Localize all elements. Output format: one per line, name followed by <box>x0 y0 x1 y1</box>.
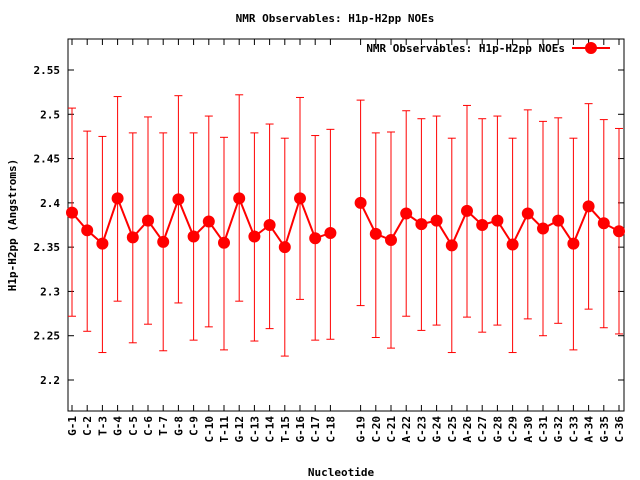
x-tick-label: C-17 <box>309 416 322 443</box>
y-tick-label: 2.55 <box>34 64 61 77</box>
data-point <box>294 192 306 205</box>
y-axis: 2.2 2.25 2.3 2.35 2.4 2.45 2.5 2.55 <box>34 64 624 387</box>
y-tick-label: 2.25 <box>34 330 61 343</box>
x-tick-label: C-14 <box>264 416 277 443</box>
x-tick-label: T-15 <box>279 416 292 443</box>
data-point <box>309 232 322 245</box>
x-tick-label: T-3 <box>96 416 109 436</box>
x-tick-label: C-33 <box>567 416 580 443</box>
x-tick-label: C-10 <box>203 416 216 443</box>
x-tick-label: C-9 <box>188 416 201 436</box>
data-point <box>157 235 170 248</box>
x-tick-label: G-32 <box>552 416 565 443</box>
data-point <box>248 230 261 243</box>
chart-title: NMR Observables: H1p-H2pp NOEs <box>236 12 435 25</box>
data-point <box>400 207 413 220</box>
data-point <box>172 193 185 206</box>
y-tick-label: 2.35 <box>34 241 61 254</box>
x-tick-label: C-25 <box>446 416 459 443</box>
data-point <box>324 226 337 239</box>
data-point <box>202 215 215 228</box>
x-tick-label: C-13 <box>248 416 261 443</box>
data-point <box>506 238 519 251</box>
data-point <box>613 225 625 238</box>
x-tick-label: A-30 <box>522 416 535 443</box>
data-point <box>278 241 291 254</box>
data-point <box>126 231 139 244</box>
data-point <box>369 227 382 240</box>
series-line-segment-1 <box>71 195 331 250</box>
y-tick-label: 2.4 <box>40 197 60 210</box>
series-line-segment-2 <box>359 202 620 248</box>
data-point <box>430 214 443 227</box>
data-point <box>142 214 154 227</box>
y-tick-label: 2.45 <box>34 153 61 166</box>
x-axis-label: Nucleotide <box>308 466 375 479</box>
data-point <box>218 236 230 249</box>
x-tick-label: G-28 <box>491 416 504 443</box>
x-tick-label: G-19 <box>355 416 368 443</box>
y-tick-label: 2.2 <box>40 374 60 387</box>
data-point <box>597 217 610 230</box>
x-tick-label: C-5 <box>127 416 140 436</box>
y-axis-label: H1p-H2pp (Angstroms) <box>6 159 19 291</box>
x-axis: G-1 C-2 T-3 G-4 C-5 C-6 T-7 G-8 C-9 C-10 T-11 G-12 C… <box>66 39 626 443</box>
data-point <box>445 239 458 252</box>
y-tick-label: 2.3 <box>40 285 60 298</box>
data-point <box>567 237 580 250</box>
data-point <box>187 230 200 243</box>
data-point <box>66 206 78 219</box>
x-tick-label: C-29 <box>507 416 520 443</box>
x-tick-label: C-23 <box>415 416 428 443</box>
data-point <box>111 192 124 205</box>
data-point <box>96 237 109 250</box>
x-tick-label: C-18 <box>324 416 337 443</box>
y-tick-label: 2.5 <box>40 108 60 121</box>
data-point <box>521 207 534 220</box>
plot-border <box>67 38 625 412</box>
data-point <box>354 196 367 209</box>
x-tick-label: A-34 <box>583 416 596 443</box>
data-point <box>81 224 94 237</box>
data-point <box>552 214 565 227</box>
x-tick-label: G-1 <box>66 416 79 436</box>
x-tick-label: C-2 <box>81 416 94 436</box>
x-tick-label: T-11 <box>218 416 231 443</box>
x-tick-label: C-31 <box>537 416 550 443</box>
x-tick-label: G-24 <box>431 416 444 443</box>
legend-label: NMR Observables: H1p-H2pp NOEs <box>366 42 565 55</box>
data-point <box>233 192 246 205</box>
legend: NMR Observables: H1p-H2pp NOEs <box>366 42 610 55</box>
x-tick-label: G-12 <box>233 416 246 443</box>
plot-frame <box>67 38 625 412</box>
x-tick-label: G-4 <box>112 416 125 436</box>
data-point <box>537 222 549 235</box>
x-tick-label: A-26 <box>461 416 474 443</box>
x-tick-label: G-8 <box>172 416 185 436</box>
data-point <box>476 219 489 231</box>
x-tick-label: C-27 <box>476 416 489 443</box>
x-tick-label: G-35 <box>598 416 611 443</box>
data-point <box>491 214 504 227</box>
data-point <box>461 204 473 217</box>
x-tick-label: C-21 <box>385 416 398 443</box>
data-point <box>415 218 428 231</box>
x-tick-label: C-20 <box>370 416 383 443</box>
legend-marker-swatch <box>585 42 597 54</box>
x-tick-label: C-36 <box>613 416 626 443</box>
data-point <box>385 234 397 247</box>
x-tick-label: C-6 <box>142 416 155 436</box>
x-tick-label: T-7 <box>157 416 170 436</box>
x-tick-label: A-22 <box>400 416 413 443</box>
data-markers <box>66 192 625 254</box>
x-tick-label: G-16 <box>294 416 307 443</box>
series-line-group <box>71 195 620 250</box>
data-point <box>263 219 276 231</box>
data-point <box>582 200 595 213</box>
